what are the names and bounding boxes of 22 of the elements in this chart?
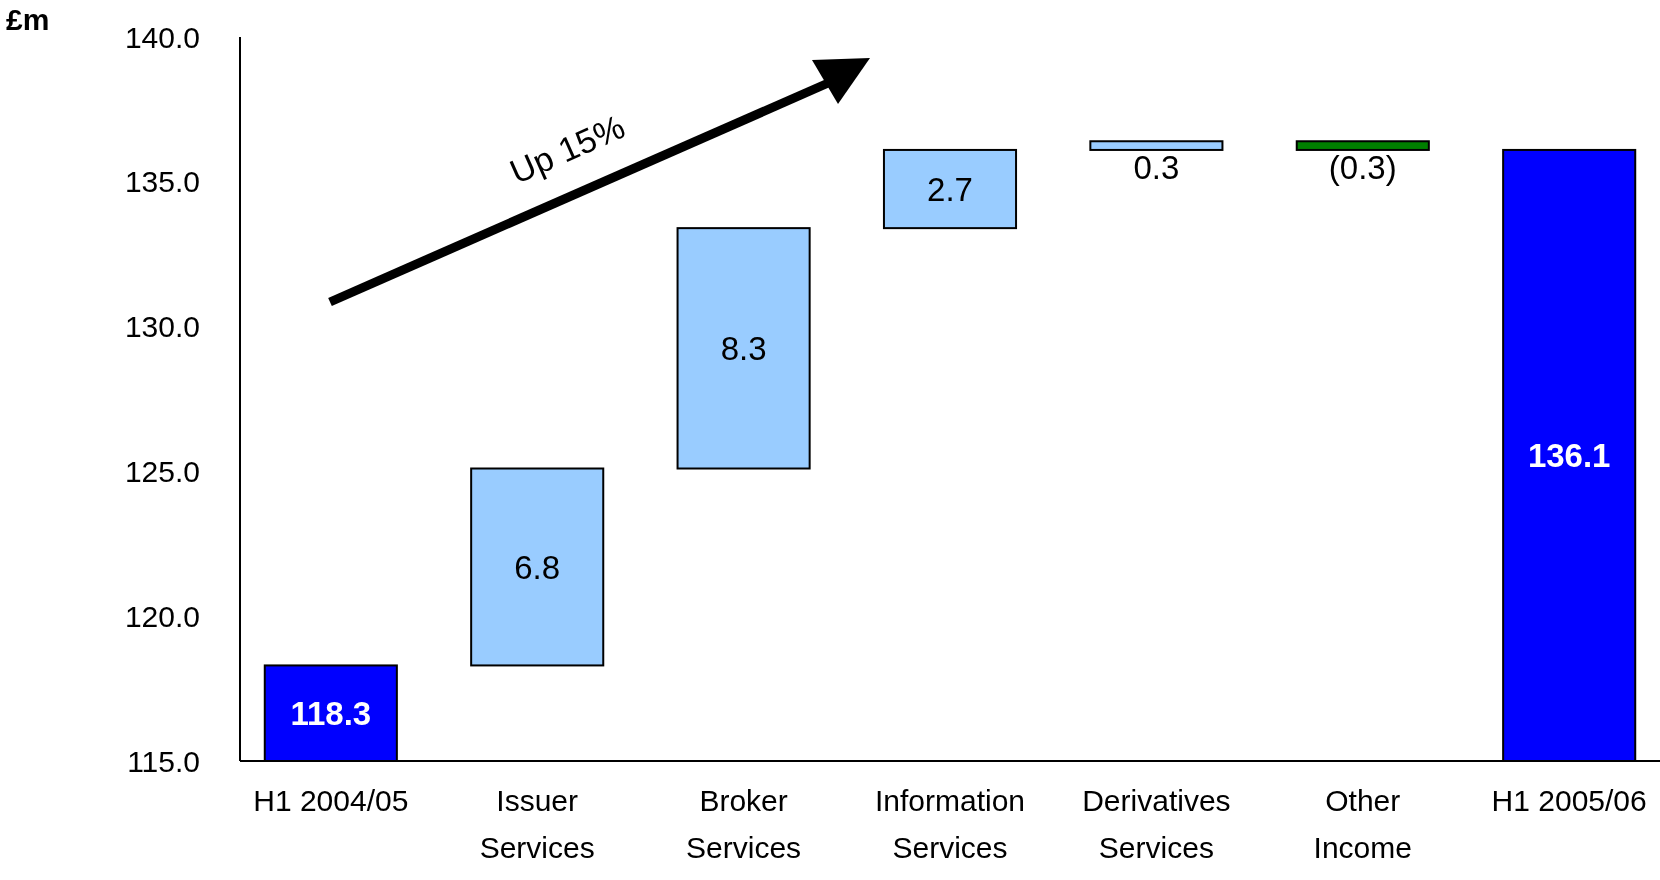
y-tick-label: 125.0 <box>124 454 200 488</box>
data-label: 6.8 <box>514 548 561 586</box>
y-tick-label: 140.0 <box>124 20 200 54</box>
y-tick-label: 135.0 <box>124 165 200 199</box>
x-tick-label: Other Income <box>1313 784 1412 864</box>
y-tick-label: 120.0 <box>124 599 200 633</box>
data-label: (0.3) <box>1328 149 1397 187</box>
x-tick-label: Issuer Services <box>479 784 595 864</box>
x-tick-label: Derivatives Services <box>1082 784 1231 864</box>
data-label: 118.3 <box>290 694 372 732</box>
data-label: 136.1 <box>1527 437 1611 475</box>
annotation: Up 15% <box>504 107 631 191</box>
data-label: 2.7 <box>927 170 973 208</box>
x-tick-label: H1 2005/06 <box>1491 784 1647 817</box>
y-axis-title: £m <box>6 3 50 36</box>
y-tick-label: 115.0 <box>127 744 200 778</box>
y-tick-label: 130.0 <box>124 310 200 344</box>
data-label: 0.3 <box>1133 149 1180 187</box>
x-tick-label: H1 2004/05 <box>253 784 409 817</box>
data-label: 8.3 <box>720 329 767 367</box>
x-tick-label: Broker Services <box>686 784 802 864</box>
x-tick-label: Information Services <box>874 784 1026 864</box>
